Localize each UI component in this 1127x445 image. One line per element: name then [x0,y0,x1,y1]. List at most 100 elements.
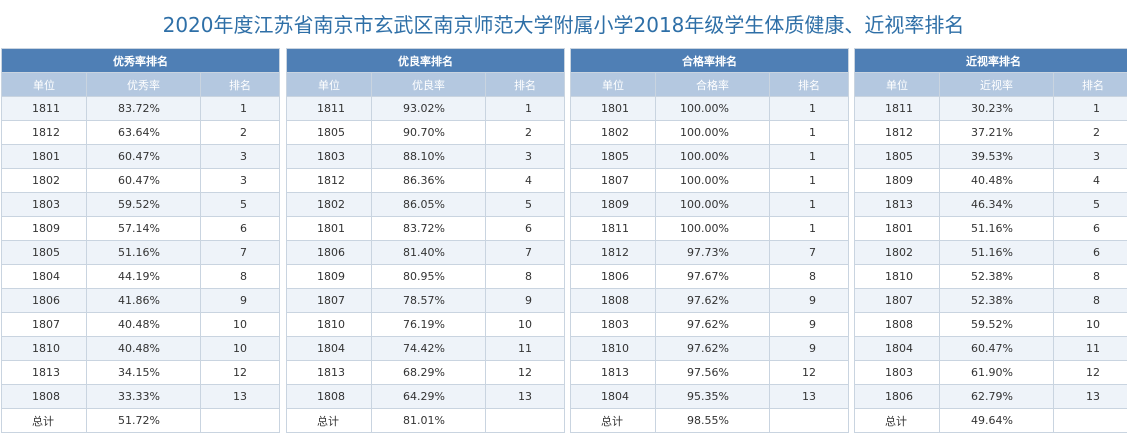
unit-cell: 1808 [286,384,372,409]
unit-cell: 1801 [286,216,372,241]
unit-cell: 1804 [286,336,372,361]
table-row: 1811 30.23% 1 [854,96,1127,121]
unit-cell: 1801 [1,144,87,169]
unit-cell: 1812 [570,240,656,265]
rank-cell: 2 [1052,120,1127,145]
unit-cell: 1813 [286,360,372,385]
column-header[interactable]: 排名 [484,72,566,97]
total-row: 总计 98.55% [570,408,850,433]
unit-cell: 1804 [854,336,940,361]
total-rate: 49.64% [939,408,1054,433]
table-row: 1812 97.73% 7 [570,240,850,265]
table-row: 1813 34.15% 12 [1,360,281,385]
unit-cell: 1805 [854,144,940,169]
table-row: 1813 68.29% 12 [286,360,566,385]
column-header[interactable]: 单位 [570,72,656,97]
rate-cell: 97.62% [655,312,770,337]
rank-cell: 4 [484,168,566,193]
total-label: 总计 [854,408,940,433]
rank-cell: 12 [199,360,281,385]
rate-cell: 81.40% [371,240,486,265]
rate-cell: 76.19% [371,312,486,337]
rate-cell: 34.15% [86,360,201,385]
unit-cell: 1806 [854,384,940,409]
table-row: 1809 40.48% 4 [854,168,1127,193]
table-row: 1813 46.34% 5 [854,192,1127,217]
rate-cell: 63.64% [86,120,201,145]
table-row: 1810 40.48% 10 [1,336,281,361]
total-row: 总计 81.01% [286,408,566,433]
unit-cell: 1809 [854,168,940,193]
unit-cell: 1811 [854,96,940,121]
rate-cell: 97.67% [655,264,770,289]
column-header[interactable]: 近视率 [939,72,1054,97]
table-row: 1807 40.48% 10 [1,312,281,337]
column-header[interactable]: 单位 [286,72,372,97]
column-header[interactable]: 排名 [199,72,281,97]
table: 近视率排名 单位 近视率 排名 1811 30.23% 1 1812 37.21% 2 1805 39… [853,48,1127,433]
column-header[interactable]: 排名 [768,72,850,97]
rate-cell: 59.52% [939,312,1054,337]
total-row: 总计 49.64% [854,408,1127,433]
unit-cell: 1807 [854,288,940,313]
table-row: 1802 100.00% 1 [570,120,850,145]
unit-cell: 1813 [1,360,87,385]
rank-cell: 10 [199,336,281,361]
table-row: 1802 86.05% 5 [286,192,566,217]
rank-cell: 1 [768,192,850,217]
table: 合格率排名 单位 合格率 排名 1801 100.00% 1 1802 100.00% 1 1805… [569,48,850,433]
column-header[interactable]: 单位 [1,72,87,97]
total-rank [199,408,281,433]
ranking-table-pass: 合格率排名 单位 合格率 排名 1801 100.00% 1 1802 100.00% 1 1805… [569,48,850,433]
rate-cell: 40.48% [86,336,201,361]
table-row: 1806 97.67% 8 [570,264,850,289]
column-header[interactable]: 合格率 [655,72,770,97]
rank-cell: 8 [1052,288,1127,313]
unit-cell: 1802 [1,168,87,193]
table-row: 1801 100.00% 1 [570,96,850,121]
unit-cell: 1806 [286,240,372,265]
rate-cell: 62.79% [939,384,1054,409]
table-row: 1805 100.00% 1 [570,144,850,169]
table-row: 1809 57.14% 6 [1,216,281,241]
total-label: 总计 [1,408,87,433]
table-row: 1808 59.52% 10 [854,312,1127,337]
unit-cell: 1810 [286,312,372,337]
rank-cell: 1 [199,96,281,121]
unit-cell: 1802 [286,192,372,217]
rank-cell: 12 [1052,360,1127,385]
rank-cell: 5 [484,192,566,217]
unit-cell: 1808 [1,384,87,409]
rate-cell: 60.47% [939,336,1054,361]
column-header[interactable]: 优秀率 [86,72,201,97]
rank-cell: 10 [1052,312,1127,337]
unit-cell: 1811 [1,96,87,121]
rank-cell: 9 [768,312,850,337]
rank-cell: 1 [768,96,850,121]
table-row: 1804 44.19% 8 [1,264,281,289]
table-row: 1805 90.70% 2 [286,120,566,145]
rank-cell: 10 [484,312,566,337]
rate-cell: 100.00% [655,120,770,145]
column-header[interactable]: 排名 [1052,72,1127,97]
ranking-table-excellent: 优秀率排名 单位 优秀率 排名 1811 83.72% 1 1812 63.64% 2 1801 60… [0,48,281,433]
unit-cell: 1804 [570,384,656,409]
rank-cell: 5 [199,192,281,217]
rank-cell: 3 [199,168,281,193]
unit-cell: 1801 [854,216,940,241]
table-row: 1808 64.29% 13 [286,384,566,409]
unit-cell: 1803 [1,192,87,217]
table-row: 1804 74.42% 11 [286,336,566,361]
unit-cell: 1805 [1,240,87,265]
rate-cell: 90.70% [371,120,486,145]
table-row: 1810 52.38% 8 [854,264,1127,289]
rate-cell: 40.48% [939,168,1054,193]
rate-cell: 61.90% [939,360,1054,385]
table-row: 1804 60.47% 11 [854,336,1127,361]
column-header[interactable]: 单位 [854,72,940,97]
table-title: 优良率排名 [285,48,566,73]
column-header[interactable]: 优良率 [371,72,486,97]
table-row: 1802 51.16% 6 [854,240,1127,265]
rank-cell: 13 [768,384,850,409]
unit-cell: 1812 [286,168,372,193]
